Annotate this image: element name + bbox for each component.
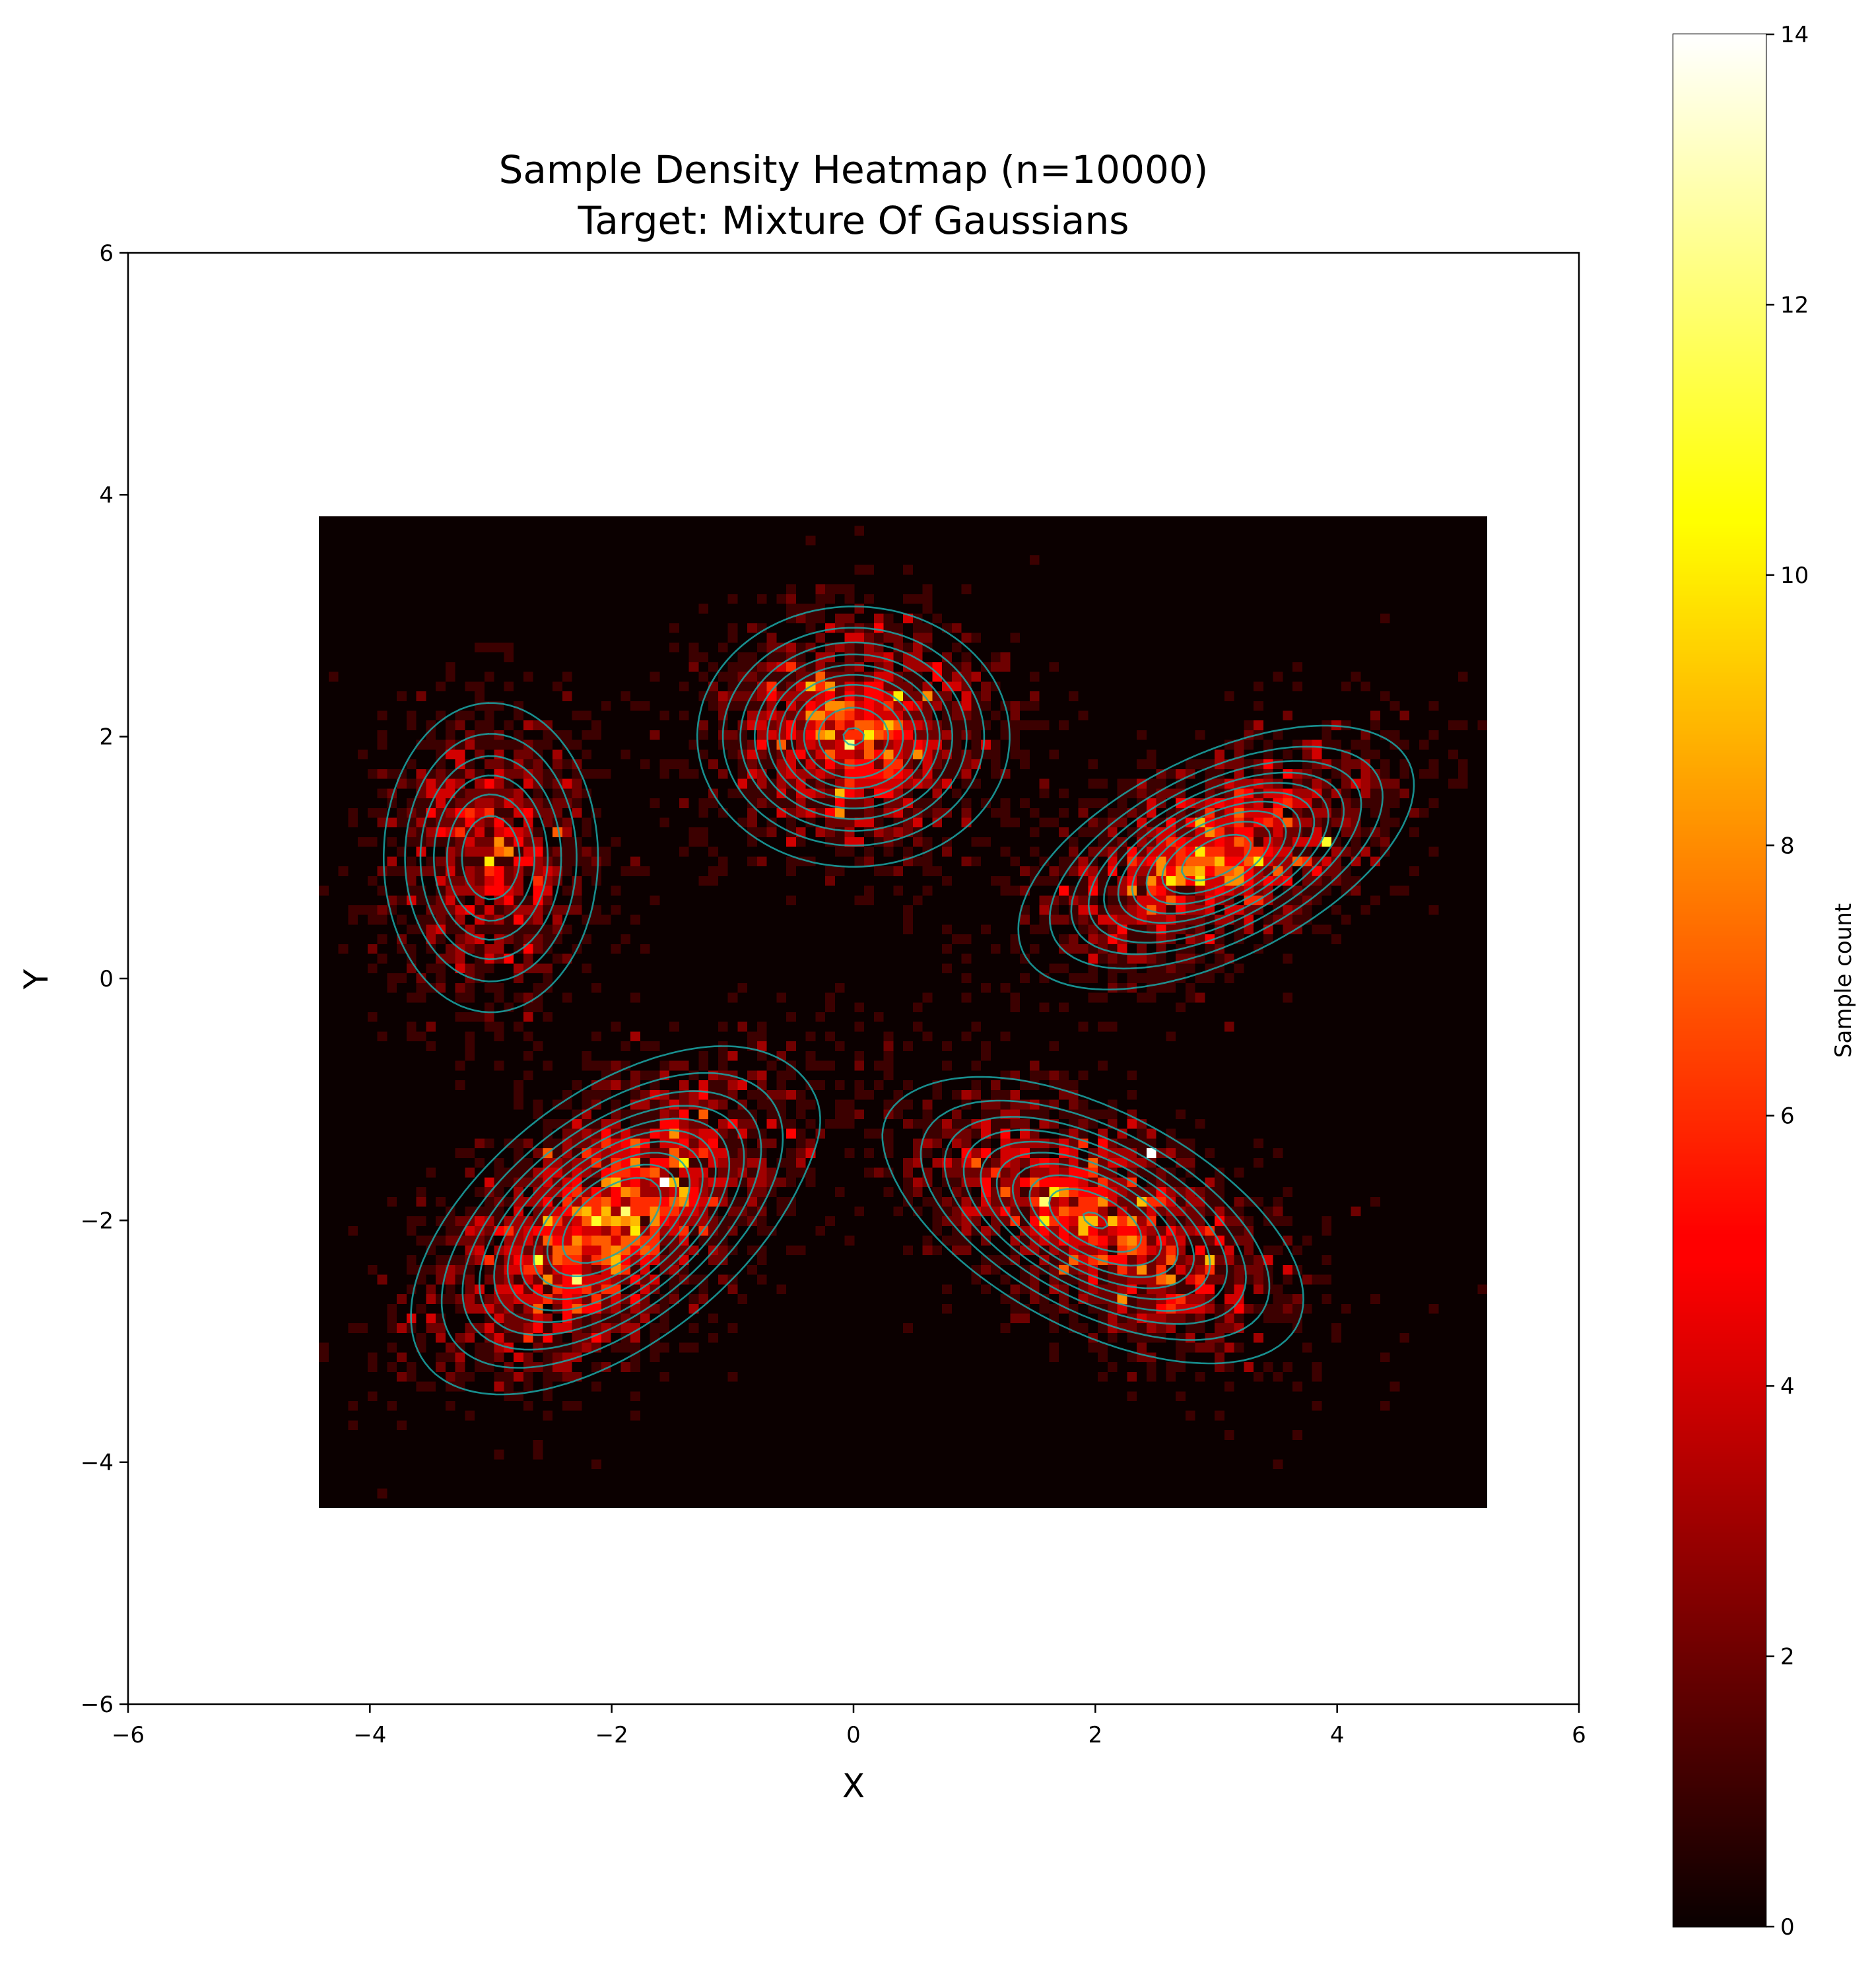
y-axis-ticks: −6 −4 −2 0 2 4 6	[81, 240, 128, 1718]
colorbar-label: Sample count	[1830, 903, 1857, 1058]
colorbar-gradient	[1673, 34, 1766, 1927]
colorbar-tick-label: 12	[1780, 292, 1809, 318]
y-axis-label: Y	[17, 969, 55, 990]
y-tick-label: 0	[99, 966, 114, 992]
colorbar-tick-label: 14	[1780, 22, 1809, 48]
x-tick-label: 4	[1330, 1722, 1345, 1748]
chart-title-line-2: Target: Mixture Of Gaussians	[578, 198, 1129, 243]
y-tick-label: −6	[81, 1692, 114, 1718]
colorbar-tick-label: 2	[1780, 1644, 1795, 1670]
colorbar-tick-label: 10	[1780, 563, 1809, 589]
x-tick-label: −6	[112, 1722, 145, 1748]
chart-title-line-1: Sample Density Heatmap (n=10000)	[499, 147, 1209, 192]
x-axis-label: X	[842, 1767, 865, 1805]
y-tick-label: −4	[81, 1450, 114, 1476]
colorbar-tick-label: 8	[1780, 833, 1795, 859]
x-axis-ticks: −6 −4 −2 0 2 4 6	[112, 1704, 1586, 1748]
x-tick-label: −2	[595, 1722, 628, 1748]
y-tick-label: 6	[99, 240, 114, 267]
y-tick-label: 4	[99, 482, 114, 508]
colorbar-tick-label: 0	[1780, 1914, 1795, 1941]
x-tick-label: −4	[353, 1722, 386, 1748]
colorbar-ticks: 0 2 4 6 8 10 12 14	[1766, 22, 1809, 1941]
y-tick-label: −2	[81, 1208, 114, 1234]
y-tick-label: 2	[99, 724, 114, 751]
colorbar-tick-label: 4	[1780, 1373, 1795, 1400]
x-tick-label: 6	[1572, 1722, 1586, 1748]
x-tick-label: 2	[1089, 1722, 1103, 1748]
colorbar-tick-label: 6	[1780, 1103, 1795, 1130]
density-heatmap	[319, 516, 1487, 1509]
x-tick-label: 0	[846, 1722, 861, 1748]
